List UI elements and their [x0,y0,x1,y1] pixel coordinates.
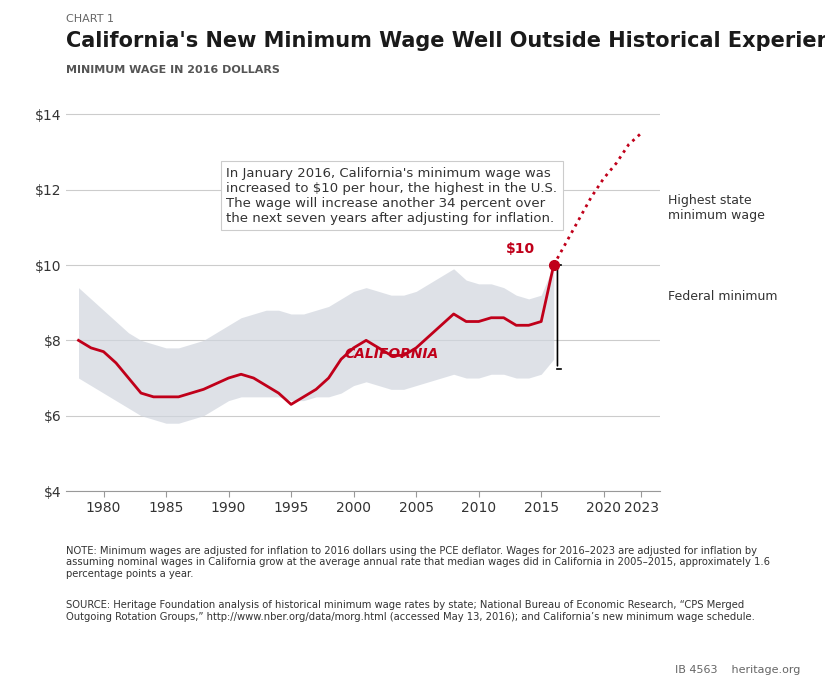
Text: $10: $10 [506,241,535,256]
Text: CHART 1: CHART 1 [66,14,114,24]
Text: SOURCE: Heritage Foundation analysis of historical minimum wage rates by state; : SOURCE: Heritage Foundation analysis of … [66,600,755,622]
Text: IB 4563    heritage.org: IB 4563 heritage.org [675,665,800,675]
Text: California's New Minimum Wage Well Outside Historical Experience: California's New Minimum Wage Well Outsi… [66,31,825,50]
Text: In January 2016, California's minimum wage was
increased to $10 per hour, the hi: In January 2016, California's minimum wa… [226,166,558,224]
Text: Highest state
minimum wage: Highest state minimum wage [668,194,765,222]
Text: NOTE: Minimum wages are adjusted for inflation to 2016 dollars using the PCE def: NOTE: Minimum wages are adjusted for inf… [66,546,770,579]
Text: MINIMUM WAGE IN 2016 DOLLARS: MINIMUM WAGE IN 2016 DOLLARS [66,65,280,75]
Text: Federal minimum: Federal minimum [668,290,778,303]
Text: CALIFORNIA: CALIFORNIA [344,346,438,361]
